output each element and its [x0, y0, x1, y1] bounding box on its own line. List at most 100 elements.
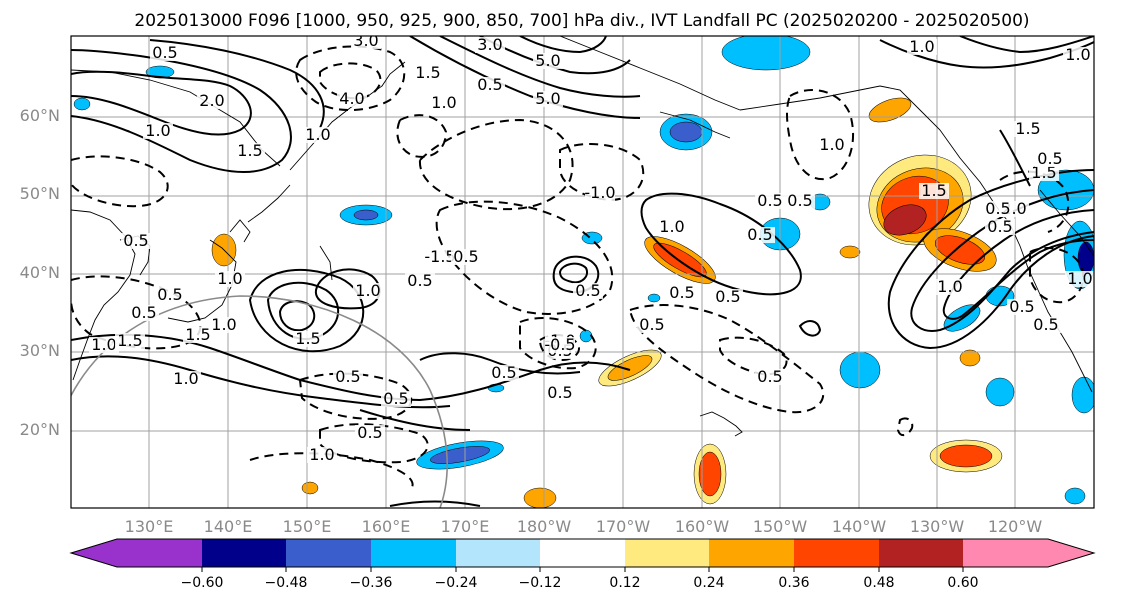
colorbar-tick-label: −0.12	[519, 575, 562, 591]
coast-inland	[1039, 189, 1094, 257]
contour-label-bg	[121, 233, 151, 249]
contour-label-bg	[1031, 317, 1061, 333]
contour-label-bg	[1013, 121, 1043, 137]
contour-label-bg	[215, 271, 245, 287]
contour-label: 0.5	[335, 367, 360, 386]
contour-solid-11	[887, 169, 1094, 350]
gridlines	[71, 36, 1094, 508]
contour-label-bg	[919, 183, 949, 199]
contour-label-bg	[489, 365, 519, 381]
ivt-shading-patch	[883, 204, 927, 236]
contour-label: 1.0	[355, 281, 380, 300]
ivt-shading-patch	[698, 451, 722, 497]
contour-solid-14	[71, 70, 252, 136]
contour-label-bg	[785, 193, 815, 209]
lat-label-20n: 20°N	[20, 420, 60, 439]
contour-label-bg	[713, 289, 743, 305]
contour-label: 3.0	[477, 35, 502, 54]
lon-label: 170°E	[441, 517, 490, 536]
latitude-labels: 60°N 50°N 40°N 30°N 20°N	[20, 106, 60, 439]
colorbar-tick-label: 0.60	[947, 575, 978, 591]
contour-label-bg	[429, 95, 459, 111]
lon-label: 130°E	[125, 517, 174, 536]
coast-bc	[1009, 223, 1093, 393]
ivt-shading-patch	[839, 245, 861, 259]
contour-label-bg	[351, 36, 381, 49]
contour-label: 2.0	[199, 91, 224, 110]
contour-label-bg	[303, 127, 333, 143]
contour-label-bg	[171, 371, 201, 387]
contour-label: 4.0	[339, 89, 364, 108]
colorbar-segment	[625, 539, 709, 567]
contour-solid-7	[552, 255, 600, 294]
colorbar-segment	[371, 539, 456, 567]
contour-dash-4	[559, 143, 645, 202]
contour-label: 0.5	[639, 315, 664, 334]
contour-dash-14	[999, 170, 1070, 233]
contour-solid-26	[999, 129, 1031, 187]
contour-solid-3	[248, 268, 365, 353]
contour-label-bg	[209, 317, 239, 333]
contour-dash-9	[719, 336, 788, 376]
map-panel: 0.52.01.01.53.04.03.05.05.01.00.51.51.0-…	[71, 35, 1094, 508]
colorbar-segment	[963, 539, 1048, 567]
colorbar-tick-label: −0.48	[265, 575, 308, 591]
colorbar-tick-label: −0.24	[435, 575, 478, 591]
contour-label: 0.5	[131, 303, 156, 322]
contour-solid-9	[640, 192, 802, 296]
contour-label-bg	[755, 193, 785, 209]
figure-title: 2025013000 F096 [1000, 950, 925, 900, 85…	[134, 11, 1029, 31]
contour-label-bg	[115, 333, 145, 349]
lon-label: 160°W	[675, 517, 730, 536]
contour-label-bg	[573, 283, 603, 299]
contour-dash-17	[71, 155, 169, 208]
contour-dash-15	[1029, 247, 1085, 304]
contour-label: 0.5	[477, 75, 502, 94]
colorbar-segment	[794, 539, 879, 567]
contour-label: 1.0	[909, 37, 934, 56]
contour-dash-12	[249, 452, 414, 491]
contour-solid-5	[278, 300, 316, 332]
contour-label-bg	[143, 123, 173, 139]
contour-label: 0.5	[985, 199, 1010, 218]
contour-label-bg	[307, 447, 337, 463]
map-frame	[70, 35, 1095, 509]
colorbar-tick-label: −0.60	[181, 575, 224, 591]
contour-label: 0.5	[152, 43, 177, 62]
contour-label: 0.5	[787, 191, 812, 210]
lon-label: 130°W	[910, 517, 965, 536]
ivt-shading-patch	[868, 97, 912, 123]
coast-kuril	[247, 184, 291, 223]
contour-solid-10	[798, 320, 822, 337]
colorbar-tick-label: 0.12	[609, 575, 640, 591]
contour-label: -1.5	[424, 247, 455, 266]
contour-dash-3	[418, 118, 574, 211]
contour-label: 0.5	[757, 367, 782, 386]
contour-solid-20	[519, 36, 607, 54]
contour-dash-11	[319, 423, 429, 464]
contour-dash-2	[319, 62, 382, 100]
colorbar-tick-label: 0.24	[693, 575, 724, 591]
contour-dash-18	[896, 417, 914, 436]
colorbar-outline	[69, 538, 1096, 568]
contour-label-bg	[89, 337, 119, 353]
lon-label: 120°W	[988, 517, 1043, 536]
contour-label-bg	[637, 317, 667, 333]
ivt-shading-patch	[430, 446, 490, 464]
contour-label: 0.5	[1009, 297, 1034, 316]
contour-solid-18	[439, 36, 641, 98]
contour-label: 1.5	[1015, 119, 1040, 138]
coast-hawaii	[699, 411, 743, 437]
colorbar-extend-low	[71, 539, 117, 567]
contour-dash-8	[628, 304, 825, 414]
contour-label: 1.0	[91, 335, 116, 354]
contour-label: 1.5	[921, 181, 946, 200]
colorbar-segment	[879, 539, 963, 567]
contour-label-bg	[451, 249, 481, 265]
colorbar-tick-labels: −0.60 −0.48 −0.36 −0.24 −0.12 0.12 0.24 …	[181, 575, 979, 591]
lat-label-60n: 60°N	[20, 106, 60, 125]
contour-label-bg	[667, 285, 697, 301]
contour-label: 0.5	[1037, 149, 1062, 168]
contour-label-bg	[1065, 271, 1094, 287]
ivt-shading-patch	[647, 293, 661, 303]
